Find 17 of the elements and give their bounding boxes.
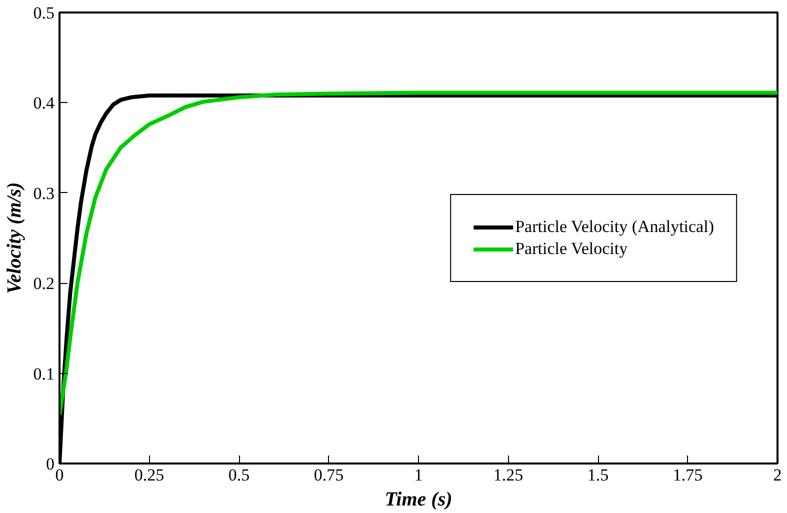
y-tick-label: 0.4 [33, 94, 55, 113]
y-tick-label: 0.2 [33, 274, 54, 294]
x-tick-label: 0.5 [228, 466, 250, 484]
x-tick-label: 0.75 [314, 466, 344, 484]
x-tick-label: 1.25 [493, 466, 524, 484]
y-axis-title: Velocity (m/s) [3, 182, 26, 294]
y-tick-label: 0.5 [33, 4, 54, 22]
y-tick-label: 0.1 [33, 364, 54, 384]
legend-label: Particle Velocity (Analytical) [515, 216, 714, 236]
x-tick-label: 1.5 [587, 466, 609, 484]
x-tick-label: 1 [414, 466, 423, 484]
y-tick-label: 0.3 [33, 184, 54, 203]
legend-label: Particle Velocity [515, 238, 628, 258]
x-axis-title: Time (s) [384, 488, 452, 510]
x-tick-label: 2 [773, 466, 782, 484]
x-tick-label: 0.25 [134, 466, 164, 484]
x-tick-label: 1.75 [672, 466, 703, 484]
